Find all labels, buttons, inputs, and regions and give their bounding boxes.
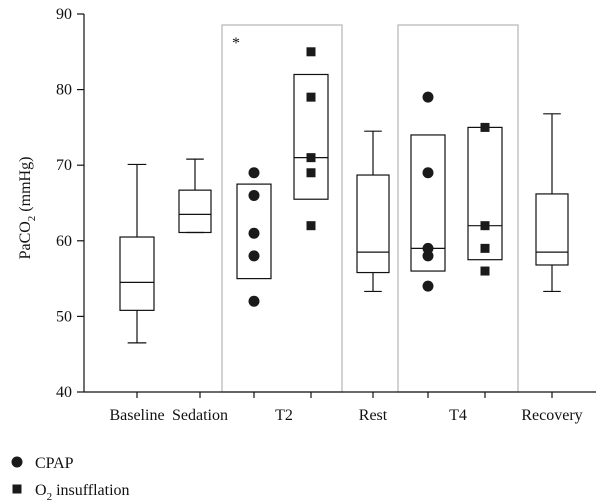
o2-insufflation-point [306, 92, 316, 102]
o2-insufflation-point [306, 168, 316, 178]
x-tick-label: Sedation [172, 407, 228, 424]
box-rest [356, 130, 390, 293]
x-tick-label: Recovery [521, 407, 582, 424]
box-iqr [236, 183, 272, 280]
cpap-point [422, 167, 434, 179]
o2-insufflation-point [306, 221, 316, 231]
legend: CPAP O2 insufflation [11, 455, 130, 502]
o2-insufflation-point [480, 266, 490, 276]
y-tick-label: 90 [56, 6, 72, 23]
box-sedation [178, 158, 212, 234]
o2-insufflation-point [480, 221, 490, 231]
x-tick-label: T4 [449, 407, 467, 424]
y-tick-label: 80 [56, 82, 72, 99]
y-tick-label: 60 [56, 233, 72, 250]
significance-asterisk: * [232, 35, 240, 52]
legend-o2-marker [12, 484, 22, 494]
y-ticks: 40 50 60 70 80 90 [56, 6, 84, 401]
x-tick-label: Rest [359, 407, 388, 424]
legend-cpap-marker [11, 456, 23, 468]
x-ticks: Baseline Sedation T2 Rest T4 Recovery [109, 392, 583, 424]
cpap-point [422, 250, 434, 262]
y-axis-label: PaCO2 (mmHg) [17, 157, 38, 260]
o2-insufflation-point [480, 122, 490, 132]
box-iqr [410, 134, 446, 272]
box-iqr [293, 73, 329, 200]
cpap-point [422, 242, 434, 254]
data-points [248, 47, 490, 307]
o2-insufflation-point [306, 153, 316, 163]
cpap-point [422, 280, 434, 292]
cpap-point [422, 91, 434, 103]
y-tick-label: 70 [56, 157, 72, 174]
cpap-point [248, 295, 260, 307]
cpap-point [248, 167, 260, 179]
legend-o2-label: O2 insufflation [35, 482, 130, 502]
x-tick-label: T2 [275, 407, 293, 424]
o2-insufflation-point [480, 243, 490, 253]
box-t2-cpap [236, 183, 272, 280]
box-baseline [119, 163, 155, 344]
cpap-point [248, 227, 260, 239]
cpap-point [248, 250, 260, 262]
y-tick-label: 50 [56, 308, 72, 325]
y-tick-label: 40 [56, 384, 72, 401]
cpap-point [248, 189, 260, 201]
box-recovery [535, 113, 569, 293]
box-plots [119, 73, 569, 344]
o2-insufflation-point [306, 47, 316, 57]
x-tick-label: Baseline [109, 407, 164, 424]
legend-cpap-label: CPAP [35, 455, 74, 472]
